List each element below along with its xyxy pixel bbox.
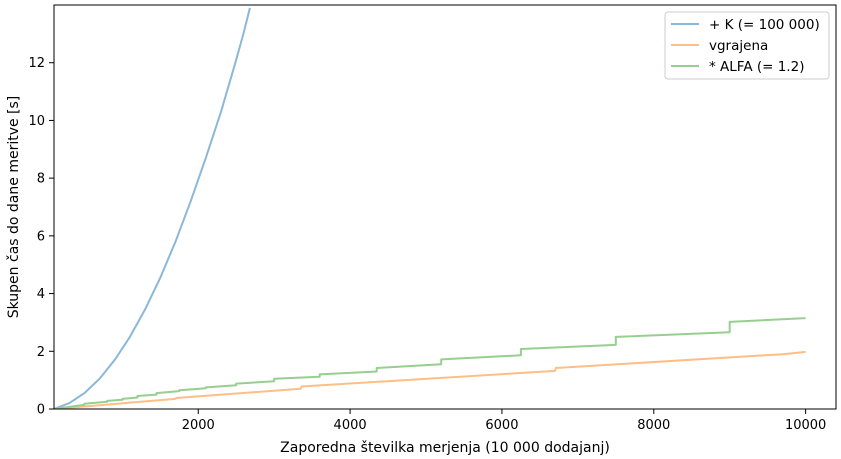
y-tick-label: 8 (37, 172, 45, 187)
x-tick-label: 8000 (637, 418, 670, 433)
x-tick-label: 10000 (785, 418, 826, 433)
y-tick-label: 4 (37, 287, 45, 302)
y-axis: 0 2 4 6 8 10 12 (28, 56, 54, 418)
legend: + K (= 100 000) vgrajena * ALFA (= 1.2) (664, 11, 830, 80)
series-line-1 (54, 7, 251, 409)
x-tick-label: 6000 (485, 418, 518, 433)
series-line-2 (54, 350, 806, 409)
x-axis-label: Zaporedna številka merjenja (10 000 doda… (280, 440, 610, 456)
plot-lines (54, 7, 806, 409)
x-tick-label: 2000 (182, 418, 215, 433)
y-axis-label: Skupen čas do dane meritve [s] (6, 96, 22, 319)
y-tick-label: 10 (28, 114, 45, 129)
y-tick-label: 6 (37, 229, 45, 244)
legend-label-2: vgrajena (709, 38, 768, 54)
x-axis: 2000 4000 6000 8000 10000 (182, 409, 826, 433)
legend-box (664, 11, 830, 80)
legend-label-1: + K (= 100 000) (709, 17, 820, 33)
x-tick-label: 4000 (334, 418, 367, 433)
series-line-3 (54, 317, 806, 409)
legend-label-3: * ALFA (= 1.2) (709, 59, 804, 75)
y-tick-label: 12 (28, 56, 45, 71)
y-tick-label: 2 (37, 345, 45, 360)
plot-frame (53, 4, 837, 410)
y-tick-label: 0 (37, 403, 45, 418)
